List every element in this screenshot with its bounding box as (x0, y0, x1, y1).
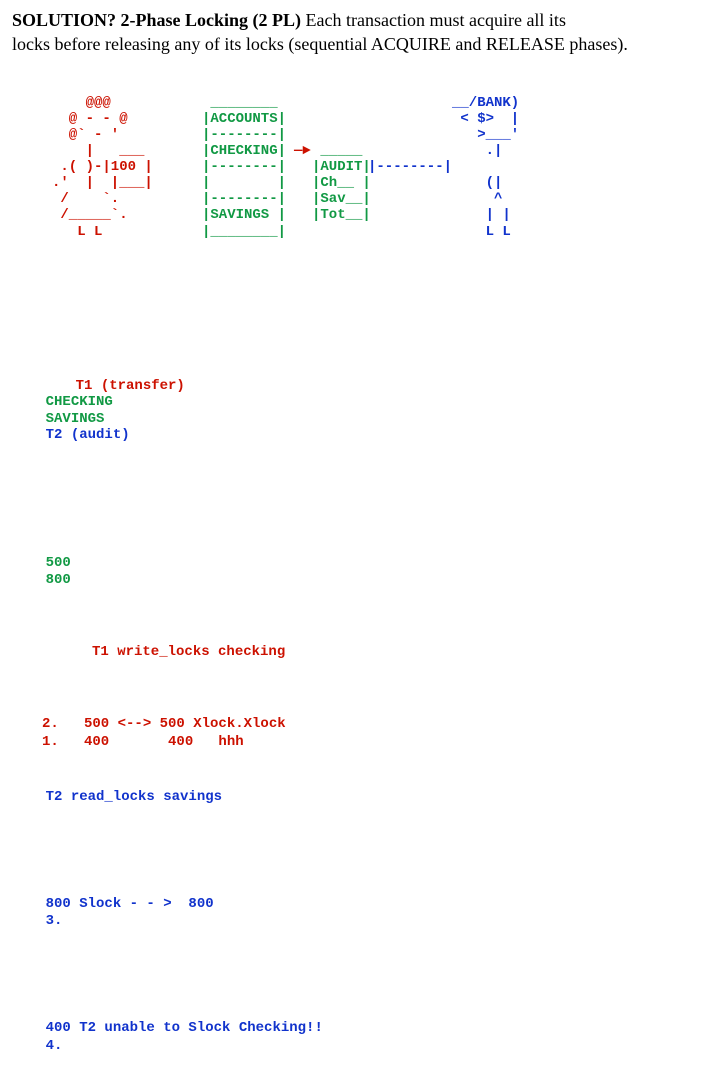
ascii-accounts: ________ |ACCOUNTS| |--------| |CHECKING… (202, 95, 312, 240)
label-checking: CHECKING (46, 394, 166, 410)
arrow-red: —► (294, 143, 311, 159)
ascii-audit: _____ |AUDIT| |Ch__ | |Sav__| |Tot__| (312, 127, 412, 224)
sequence-area: 500 800 T1 write_locks checking 2. 500 <… (12, 483, 708, 1080)
slock-line: 800 Slock - - > 800 (46, 896, 326, 914)
ascii-diagram: @@@ @ - - @ @` - ' | ___ .( )-|100 | .' … (12, 63, 708, 475)
ascii-person-red: @@@ @ - - @ @` - ' | ___ .( )-|100 | .' … (52, 95, 202, 240)
init-checking: 500 (46, 555, 166, 573)
ascii-person-blue: __/BANK) < $> | >___' .| (| ^ | | L L (452, 95, 592, 240)
heading-rest2: locks before releasing any of its locks … (12, 34, 628, 54)
line2-overlay: 1. 400 400 hhh (42, 734, 244, 752)
unable-slock-line: 400 T2 unable to Slock Checking!! (46, 1020, 396, 1038)
label-savings: SAVINGS (46, 411, 166, 427)
line2-left: 2. 500 <--> 500 Xlock.Xlock (42, 716, 286, 734)
right-3: 3. (46, 913, 63, 929)
init-savings: 800 (46, 572, 71, 588)
right-4: 4. (46, 1038, 63, 1054)
heading: SOLUTION? 2-Phase Locking (2 PL) Each tr… (12, 8, 708, 57)
label-t2: T2 (audit) (46, 427, 130, 443)
t1-lock-line: T1 write_locks checking (92, 644, 708, 662)
label-t1: T1 (transfer) (76, 378, 226, 394)
blue-dashes: |--------| (368, 159, 452, 175)
t2-lock-line: T2 read_locks savings (46, 789, 222, 805)
heading-rest1: Each transaction must acquire all its (306, 10, 566, 30)
heading-title: SOLUTION? 2-Phase Locking (2 PL) (12, 10, 301, 30)
